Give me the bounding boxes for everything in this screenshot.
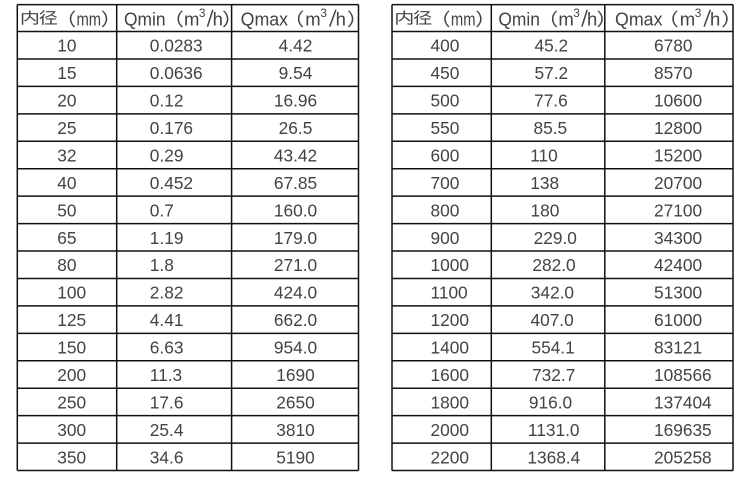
svg-text:229.0: 229.0 bbox=[534, 228, 577, 248]
svg-text:732.7: 732.7 bbox=[532, 365, 575, 385]
svg-text:15200: 15200 bbox=[654, 145, 702, 165]
svg-text:10600: 10600 bbox=[654, 91, 702, 111]
svg-text:110: 110 bbox=[530, 145, 558, 165]
svg-text:12800: 12800 bbox=[654, 118, 702, 138]
svg-text:424.0: 424.0 bbox=[274, 283, 317, 303]
svg-text:1600: 1600 bbox=[431, 365, 469, 385]
svg-text:138: 138 bbox=[530, 173, 559, 193]
svg-text:4.42: 4.42 bbox=[279, 36, 313, 56]
svg-text:77.6: 77.6 bbox=[534, 91, 568, 111]
svg-text:1.8: 1.8 bbox=[150, 255, 174, 275]
svg-text:1400: 1400 bbox=[431, 338, 469, 358]
svg-text:2000: 2000 bbox=[431, 420, 469, 440]
svg-text:400: 400 bbox=[431, 36, 460, 56]
svg-text:61000: 61000 bbox=[654, 310, 702, 330]
svg-text:2200: 2200 bbox=[431, 447, 469, 467]
svg-text:0.0636: 0.0636 bbox=[150, 63, 203, 83]
svg-text:1.19: 1.19 bbox=[150, 228, 184, 248]
svg-text:205258: 205258 bbox=[654, 447, 712, 467]
svg-text:662.0: 662.0 bbox=[274, 310, 317, 330]
svg-text:271.0: 271.0 bbox=[274, 255, 317, 275]
svg-text:407.0: 407.0 bbox=[530, 310, 573, 330]
svg-text:9.54: 9.54 bbox=[279, 63, 313, 83]
svg-text:1100: 1100 bbox=[431, 283, 468, 303]
svg-text:2650: 2650 bbox=[276, 392, 314, 412]
svg-text:5190: 5190 bbox=[276, 447, 314, 467]
svg-text:0.0283: 0.0283 bbox=[150, 36, 203, 56]
svg-text:32: 32 bbox=[57, 145, 76, 165]
svg-text:450: 450 bbox=[431, 63, 460, 83]
svg-text:2.82: 2.82 bbox=[150, 283, 184, 303]
svg-text:8570: 8570 bbox=[654, 63, 692, 83]
svg-text:17.6: 17.6 bbox=[150, 392, 184, 412]
svg-text:20: 20 bbox=[57, 91, 76, 111]
svg-text:43.42: 43.42 bbox=[274, 145, 317, 165]
svg-text:25.4: 25.4 bbox=[150, 420, 184, 440]
svg-text:800: 800 bbox=[431, 200, 460, 220]
svg-text:51300: 51300 bbox=[654, 283, 702, 303]
svg-text:500: 500 bbox=[431, 91, 460, 111]
svg-text:45.2: 45.2 bbox=[534, 36, 568, 56]
svg-text:179.0: 179.0 bbox=[274, 228, 317, 248]
svg-text:169635: 169635 bbox=[654, 420, 712, 440]
svg-text:250: 250 bbox=[57, 392, 86, 412]
svg-text:350: 350 bbox=[57, 447, 86, 467]
svg-text:554.1: 554.1 bbox=[531, 338, 574, 358]
svg-text:0.7: 0.7 bbox=[150, 200, 174, 220]
svg-text:1690: 1690 bbox=[276, 365, 314, 385]
svg-text:65: 65 bbox=[57, 228, 76, 248]
svg-text:150: 150 bbox=[57, 338, 86, 358]
svg-text:50: 50 bbox=[57, 200, 76, 220]
svg-text:80: 80 bbox=[57, 255, 76, 275]
svg-text:85.5: 85.5 bbox=[533, 118, 567, 138]
svg-text:1368.4: 1368.4 bbox=[527, 447, 580, 467]
svg-text:42400: 42400 bbox=[654, 255, 702, 275]
svg-text:954.0: 954.0 bbox=[274, 338, 317, 358]
svg-text:1000: 1000 bbox=[431, 255, 469, 275]
svg-text:4.41: 4.41 bbox=[150, 310, 184, 330]
svg-text:67.85: 67.85 bbox=[274, 173, 317, 193]
svg-text:282.0: 282.0 bbox=[532, 255, 575, 275]
svg-text:15: 15 bbox=[57, 63, 76, 83]
svg-text:26.5: 26.5 bbox=[279, 118, 313, 138]
svg-text:125: 125 bbox=[57, 310, 86, 330]
svg-text:108566: 108566 bbox=[654, 365, 712, 385]
svg-text:180: 180 bbox=[530, 200, 559, 220]
svg-text:100: 100 bbox=[57, 283, 86, 303]
svg-text:0.12: 0.12 bbox=[150, 91, 184, 111]
svg-text:10: 10 bbox=[57, 36, 76, 56]
svg-text:137404: 137404 bbox=[654, 392, 712, 412]
svg-text:3810: 3810 bbox=[276, 420, 314, 440]
svg-text:57.2: 57.2 bbox=[534, 63, 568, 83]
svg-text:900: 900 bbox=[431, 228, 460, 248]
svg-text:6780: 6780 bbox=[654, 36, 692, 56]
svg-text:0.29: 0.29 bbox=[150, 145, 184, 165]
svg-text:916.0: 916.0 bbox=[529, 392, 572, 412]
svg-text:25: 25 bbox=[57, 118, 76, 138]
svg-text:34300: 34300 bbox=[654, 228, 702, 248]
svg-text:27100: 27100 bbox=[654, 200, 702, 220]
svg-text:40: 40 bbox=[57, 173, 76, 193]
svg-text:1800: 1800 bbox=[431, 392, 469, 412]
svg-text:0.452: 0.452 bbox=[150, 173, 193, 193]
svg-text:160.0: 160.0 bbox=[274, 200, 317, 220]
svg-text:550: 550 bbox=[431, 118, 460, 138]
svg-text:34.6: 34.6 bbox=[150, 447, 184, 467]
svg-text:1200: 1200 bbox=[431, 310, 469, 330]
svg-text:20700: 20700 bbox=[654, 173, 702, 193]
svg-text:700: 700 bbox=[431, 173, 460, 193]
svg-text:6.63: 6.63 bbox=[150, 338, 184, 358]
svg-text:342.0: 342.0 bbox=[531, 283, 574, 303]
svg-text:300: 300 bbox=[57, 420, 86, 440]
svg-text:600: 600 bbox=[431, 145, 460, 165]
svg-text:1131.0: 1131.0 bbox=[528, 420, 580, 440]
svg-text:200: 200 bbox=[57, 365, 86, 385]
svg-text:11.3: 11.3 bbox=[150, 365, 182, 385]
svg-text:83121: 83121 bbox=[654, 338, 702, 358]
svg-text:0.176: 0.176 bbox=[150, 118, 193, 138]
svg-text:16.96: 16.96 bbox=[274, 91, 317, 111]
